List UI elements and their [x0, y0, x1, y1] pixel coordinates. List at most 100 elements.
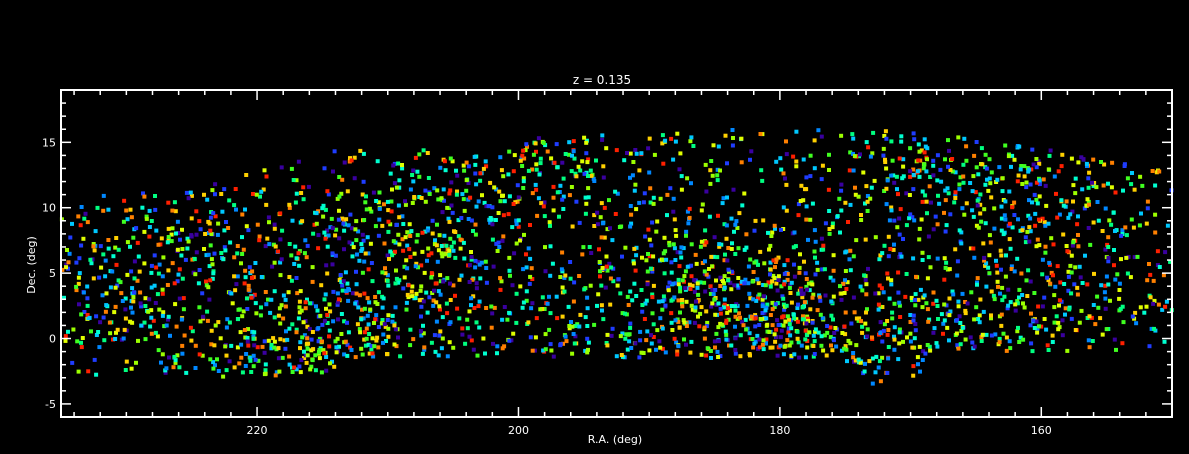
data-point — [523, 148, 528, 153]
data-point — [1102, 162, 1107, 167]
data-point — [698, 311, 703, 316]
data-point — [1087, 345, 1092, 350]
data-point — [670, 328, 675, 332]
data-point — [592, 224, 597, 228]
data-point — [786, 326, 791, 331]
data-point — [689, 263, 693, 268]
data-point — [749, 314, 754, 319]
data-point — [179, 253, 184, 258]
data-point — [290, 322, 295, 327]
data-point — [730, 241, 734, 246]
data-point — [709, 304, 714, 309]
data-point — [827, 168, 831, 172]
data-point — [611, 266, 616, 271]
data-point — [235, 345, 240, 350]
data-point — [595, 210, 600, 215]
data-point — [445, 311, 450, 316]
data-point — [905, 335, 909, 340]
data-point — [687, 320, 692, 325]
data-point — [533, 335, 538, 340]
data-point — [698, 244, 703, 249]
data-point — [934, 341, 939, 346]
data-point — [536, 196, 541, 201]
data-point — [881, 146, 886, 151]
data-point — [386, 334, 391, 339]
data-point — [873, 370, 878, 375]
data-point — [677, 264, 682, 269]
data-point — [700, 261, 705, 265]
data-point — [671, 196, 676, 201]
data-point — [278, 237, 283, 242]
data-point — [290, 365, 294, 370]
data-point — [97, 345, 102, 350]
data-point — [929, 200, 933, 205]
data-point — [422, 345, 427, 350]
data-point — [369, 344, 374, 348]
data-point — [729, 247, 734, 251]
data-point — [862, 273, 867, 278]
data-point — [595, 303, 599, 308]
data-point — [1034, 244, 1039, 249]
data-point — [119, 291, 124, 296]
data-point — [1028, 323, 1033, 328]
data-point — [685, 176, 690, 181]
data-point — [662, 271, 667, 276]
data-point — [807, 288, 812, 293]
data-point — [447, 252, 452, 257]
data-point — [329, 216, 334, 221]
data-point — [1010, 205, 1015, 210]
data-point — [240, 370, 245, 375]
data-point — [524, 298, 529, 303]
data-point — [104, 303, 109, 308]
data-point — [730, 128, 735, 132]
data-point — [806, 237, 810, 242]
data-point — [573, 171, 578, 176]
data-point — [921, 166, 926, 171]
data-point — [1103, 283, 1108, 288]
data-point — [1009, 264, 1014, 269]
data-point — [273, 244, 278, 249]
data-point — [972, 344, 977, 349]
data-point — [787, 322, 792, 327]
data-point — [897, 330, 902, 335]
data-point — [183, 257, 188, 262]
data-point — [419, 333, 424, 338]
data-point — [678, 310, 682, 315]
data-point — [432, 333, 437, 338]
data-point — [501, 193, 505, 198]
data-point — [140, 205, 145, 210]
data-point — [948, 212, 953, 217]
data-point — [294, 367, 299, 372]
data-point — [286, 290, 291, 295]
data-point — [979, 339, 984, 343]
data-point — [445, 354, 450, 359]
data-point — [867, 359, 872, 364]
data-point — [456, 234, 461, 239]
data-point — [518, 158, 523, 163]
data-point — [589, 173, 594, 178]
data-point — [315, 308, 320, 313]
data-point — [1128, 275, 1133, 280]
data-point — [233, 187, 238, 191]
data-point — [764, 316, 769, 321]
data-point — [476, 199, 481, 204]
data-point — [808, 217, 813, 222]
data-point — [160, 313, 165, 318]
data-point — [973, 190, 978, 195]
data-point — [433, 238, 437, 243]
data-point — [1107, 218, 1112, 223]
data-point — [367, 332, 372, 336]
data-point — [944, 303, 949, 308]
data-point — [605, 227, 610, 232]
data-point — [761, 338, 766, 343]
data-point — [472, 154, 477, 159]
data-point — [697, 324, 702, 329]
data-point — [819, 343, 824, 348]
data-point — [843, 250, 848, 255]
data-point — [799, 183, 804, 188]
data-point — [244, 352, 249, 356]
data-point — [321, 214, 326, 219]
data-point — [860, 324, 865, 329]
data-point — [439, 244, 444, 248]
data-point — [1037, 182, 1042, 187]
